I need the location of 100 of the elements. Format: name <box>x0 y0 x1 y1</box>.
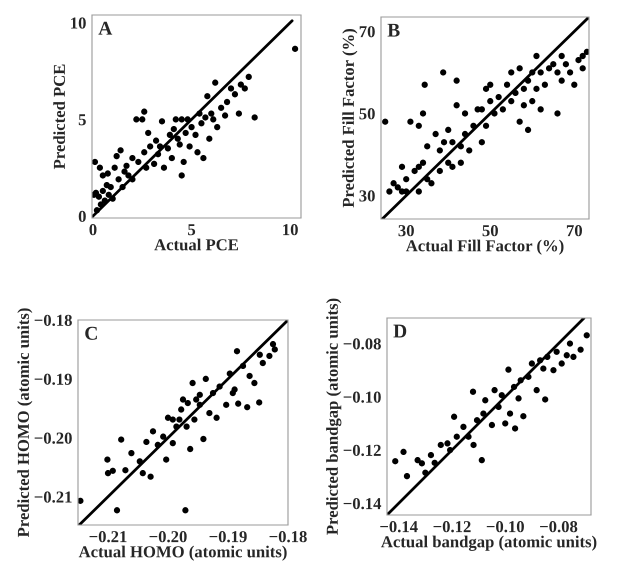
point <box>183 424 190 430</box>
y-axis-title: Predicted PCE <box>53 64 66 170</box>
point <box>251 380 258 386</box>
point <box>235 400 242 407</box>
point <box>160 434 166 440</box>
point <box>392 458 398 464</box>
point <box>400 448 407 456</box>
point <box>564 352 570 358</box>
point <box>558 360 565 367</box>
point <box>184 400 191 406</box>
point <box>266 352 273 360</box>
x-axis-title: Actual bandgap (atomic units) <box>381 536 596 551</box>
point <box>78 498 84 504</box>
y-tick-label: −0.18 <box>34 314 72 326</box>
y-tick-label: −0.20 <box>34 432 72 444</box>
annotation: D <box>393 324 406 338</box>
point <box>223 402 230 408</box>
point <box>451 414 458 420</box>
point <box>444 440 451 446</box>
point <box>512 425 518 432</box>
x-tick-label: −0.20 <box>150 531 187 542</box>
x-tick-label: 5 <box>188 224 196 236</box>
point <box>128 450 135 456</box>
point <box>196 392 203 398</box>
point <box>246 372 253 380</box>
x-tick-label: −0.21 <box>90 531 126 542</box>
point <box>270 341 276 348</box>
point <box>118 436 124 443</box>
point <box>470 388 476 395</box>
y-tick-label: −0.21 <box>34 491 72 503</box>
point <box>178 406 184 413</box>
point <box>256 352 263 358</box>
annotation: B <box>388 24 400 37</box>
point <box>206 410 213 416</box>
y-tick-label: −0.14 <box>344 498 382 510</box>
point <box>482 397 488 404</box>
point <box>170 440 176 446</box>
point <box>272 346 278 353</box>
point <box>554 348 560 355</box>
point <box>566 340 574 347</box>
point <box>234 348 240 354</box>
y-tick-label: 5 <box>78 114 86 126</box>
point <box>540 365 546 372</box>
x-tick-label: −0.14 <box>380 521 418 532</box>
point <box>213 414 220 421</box>
annotation: C <box>85 326 97 340</box>
y-tick-label: −0.10 <box>344 392 381 403</box>
point <box>260 360 266 366</box>
point <box>505 366 512 373</box>
point <box>191 416 198 423</box>
point <box>110 468 116 474</box>
y-tick-label: −0.12 <box>344 444 381 456</box>
point <box>438 442 444 448</box>
x-tick-label: −0.19 <box>210 531 247 542</box>
point <box>193 396 200 403</box>
point <box>202 376 209 382</box>
point <box>515 395 522 402</box>
x-tick-label: 10 <box>283 224 298 236</box>
point <box>140 470 146 476</box>
point <box>498 392 505 398</box>
y-axis-title: Predicted bandgap (atomic units) <box>326 298 342 535</box>
annotation: A <box>98 22 112 35</box>
x-tick-label: −0.18 <box>270 531 307 542</box>
point <box>491 387 498 394</box>
y-tick-label: 0 <box>78 210 86 222</box>
y-tick-label: 50 <box>359 108 375 120</box>
point <box>488 422 496 428</box>
x-tick-label: 30 <box>398 225 414 236</box>
point <box>502 420 508 427</box>
y-tick-label: 30 <box>359 190 375 202</box>
point <box>150 428 156 434</box>
point <box>122 467 129 474</box>
point <box>200 436 207 442</box>
point <box>176 416 183 423</box>
point <box>550 367 557 374</box>
x-tick-label: 50 <box>482 225 498 236</box>
point <box>163 456 170 463</box>
point <box>143 438 150 446</box>
point <box>244 404 250 410</box>
point <box>418 460 425 466</box>
point <box>428 452 434 458</box>
point <box>542 396 548 403</box>
point <box>584 332 590 338</box>
point <box>180 396 186 403</box>
point <box>170 416 176 423</box>
x-tick-label: 70 <box>566 225 582 236</box>
y-axis-title: Predicted HOMO (atomic units) <box>17 308 32 538</box>
point <box>570 354 577 360</box>
y-tick-label: −0.19 <box>34 374 72 385</box>
y-tick-label: −0.08 <box>344 338 381 350</box>
point <box>104 470 112 476</box>
point <box>578 346 584 353</box>
point <box>114 507 120 514</box>
point <box>520 413 526 420</box>
x-tick-label: −0.10 <box>486 521 524 532</box>
x-axis-title: Actual HOMO (atomic units) <box>78 546 287 561</box>
x-tick-label: −0.08 <box>540 521 578 532</box>
point <box>104 456 111 463</box>
y-axis-title: Predicted Fill Factor (%) <box>342 29 358 208</box>
point <box>230 390 236 396</box>
